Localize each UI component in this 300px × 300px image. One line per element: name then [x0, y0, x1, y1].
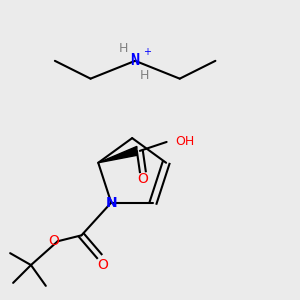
Polygon shape	[98, 146, 137, 163]
Text: OH: OH	[176, 136, 195, 148]
Text: H: H	[140, 69, 149, 82]
Text: O: O	[137, 172, 148, 186]
Text: H: H	[118, 42, 128, 56]
Text: O: O	[97, 258, 108, 272]
Text: O: O	[48, 234, 59, 248]
Text: N: N	[105, 196, 117, 210]
Text: N: N	[130, 53, 140, 68]
Text: +: +	[143, 47, 151, 57]
